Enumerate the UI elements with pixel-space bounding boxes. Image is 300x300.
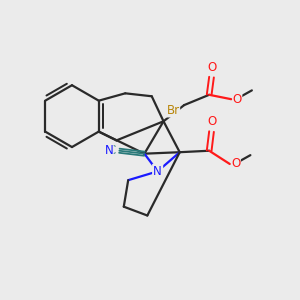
Text: O: O (231, 158, 241, 170)
Text: N: N (105, 144, 113, 157)
Text: O: O (233, 93, 242, 106)
Text: Br: Br (167, 104, 180, 117)
Text: N: N (153, 165, 162, 178)
Text: O: O (207, 115, 216, 128)
Text: C: C (108, 144, 116, 157)
Text: O: O (207, 61, 216, 74)
